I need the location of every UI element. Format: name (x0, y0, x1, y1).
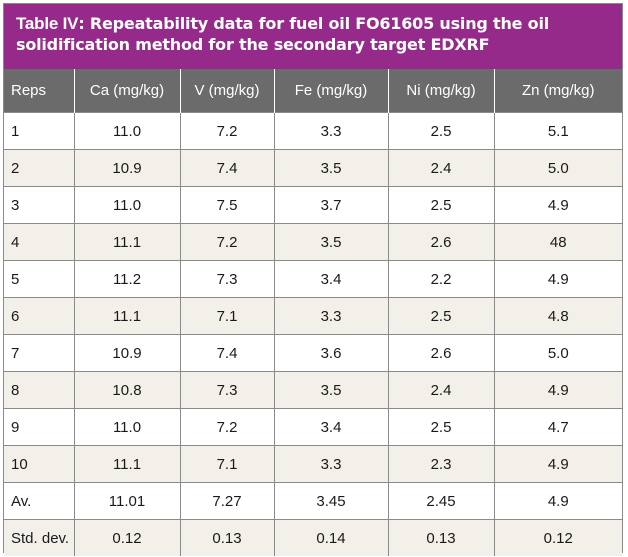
table-row: 3 11.0 7.5 3.7 2.5 4.9 (4, 186, 622, 224)
cell-reps: 7 (4, 334, 75, 372)
cell-zn: 4.9 (494, 186, 622, 224)
cell-ca: 11.0 (74, 408, 181, 446)
table-row: Std. dev. 0.12 0.13 0.14 0.13 0.12 (4, 519, 622, 556)
table-row: 5 11.2 7.3 3.4 2.2 4.9 (4, 260, 622, 298)
column-header-ca: Ca (mg/kg) (74, 69, 181, 113)
cell-reps: 1 (4, 112, 75, 150)
cell-ni: 2.6 (388, 223, 495, 261)
cell-reps: 6 (4, 297, 75, 335)
table-row: 9 11.0 7.2 3.4 2.5 4.7 (4, 408, 622, 446)
cell-reps: 4 (4, 223, 75, 261)
cell-fe: 3.45 (274, 482, 389, 520)
cell-ni: 2.5 (388, 408, 495, 446)
table-row: 10 11.1 7.1 3.3 2.3 4.9 (4, 445, 622, 483)
cell-ni: 2.5 (388, 297, 495, 335)
cell-reps: Std. dev. (4, 519, 75, 556)
cell-zn: 4.9 (494, 482, 622, 520)
table-title: Table IV: Repeatability data for fuel oi… (4, 4, 622, 69)
cell-fe: 3.6 (274, 334, 389, 372)
table-caption: : Repeatability data for fuel oil FO6160… (16, 14, 550, 54)
cell-fe: 3.7 (274, 186, 389, 224)
column-header-reps: Reps (4, 69, 75, 113)
cell-fe: 3.4 (274, 260, 389, 298)
table-row: 8 10.8 7.3 3.5 2.4 4.9 (4, 371, 622, 409)
cell-reps: Av. (4, 482, 75, 520)
table-figure: Table IV: Repeatability data for fuel oi… (3, 3, 623, 556)
cell-ni: 2.4 (388, 371, 495, 409)
cell-ca: 10.9 (74, 334, 181, 372)
cell-v: 0.13 (180, 519, 275, 556)
cell-ca: 11.1 (74, 297, 181, 335)
cell-ca: 11.2 (74, 260, 181, 298)
repeatability-table: Reps Ca (mg/kg) V (mg/kg) Fe (mg/kg) Ni … (4, 69, 622, 556)
table-row: 6 11.1 7.1 3.3 2.5 4.8 (4, 297, 622, 335)
cell-ca: 11.1 (74, 445, 181, 483)
cell-ca: 0.12 (74, 519, 181, 556)
cell-ca: 11.0 (74, 186, 181, 224)
table-row: 4 11.1 7.2 3.5 2.6 48 (4, 223, 622, 261)
table-row: 7 10.9 7.4 3.6 2.6 5.0 (4, 334, 622, 372)
cell-zn: 48 (494, 223, 622, 261)
cell-zn: 4.8 (494, 297, 622, 335)
table-row: 2 10.9 7.4 3.5 2.4 5.0 (4, 149, 622, 187)
cell-reps: 3 (4, 186, 75, 224)
cell-zn: 4.9 (494, 260, 622, 298)
header-row: Reps Ca (mg/kg) V (mg/kg) Fe (mg/kg) Ni … (4, 69, 622, 113)
cell-ni: 2.2 (388, 260, 495, 298)
table-row: 1 11.0 7.2 3.3 2.5 5.1 (4, 112, 622, 150)
cell-zn: 5.1 (494, 112, 622, 150)
cell-fe: 3.4 (274, 408, 389, 446)
table-row: Av. 11.01 7.27 3.45 2.45 4.9 (4, 482, 622, 520)
cell-v: 7.1 (180, 445, 275, 483)
cell-reps: 2 (4, 149, 75, 187)
cell-reps: 5 (4, 260, 75, 298)
cell-ni: 2.3 (388, 445, 495, 483)
cell-ni: 2.5 (388, 112, 495, 150)
cell-zn: 4.9 (494, 445, 622, 483)
cell-ca: 11.1 (74, 223, 181, 261)
cell-v: 7.4 (180, 334, 275, 372)
cell-fe: 3.3 (274, 445, 389, 483)
column-header-fe: Fe (mg/kg) (274, 69, 389, 113)
cell-fe: 3.3 (274, 297, 389, 335)
cell-ni: 2.6 (388, 334, 495, 372)
cell-zn: 5.0 (494, 149, 622, 187)
cell-v: 7.3 (180, 260, 275, 298)
table-label: Table IV (16, 14, 79, 33)
cell-fe: 3.3 (274, 112, 389, 150)
cell-reps: 8 (4, 371, 75, 409)
cell-reps: 9 (4, 408, 75, 446)
cell-zn: 4.9 (494, 371, 622, 409)
cell-zn: 4.7 (494, 408, 622, 446)
cell-v: 7.2 (180, 112, 275, 150)
cell-fe: 3.5 (274, 223, 389, 261)
cell-v: 7.1 (180, 297, 275, 335)
cell-v: 7.5 (180, 186, 275, 224)
cell-v: 7.3 (180, 371, 275, 409)
cell-ca: 10.8 (74, 371, 181, 409)
cell-v: 7.4 (180, 149, 275, 187)
cell-fe: 3.5 (274, 371, 389, 409)
table-body: 1 11.0 7.2 3.3 2.5 5.1 2 10.9 7.4 3.5 2.4 5.0 3 11.0 7… (4, 112, 622, 556)
cell-ca: 11.01 (74, 482, 181, 520)
cell-fe: 3.5 (274, 149, 389, 187)
cell-zn: 5.0 (494, 334, 622, 372)
cell-v: 7.27 (180, 482, 275, 520)
cell-fe: 0.14 (274, 519, 389, 556)
cell-v: 7.2 (180, 408, 275, 446)
cell-ni: 2.4 (388, 149, 495, 187)
column-header-ni: Ni (mg/kg) (388, 69, 495, 113)
cell-ni: 2.5 (388, 186, 495, 224)
column-header-v: V (mg/kg) (180, 69, 275, 113)
cell-zn: 0.12 (494, 519, 622, 556)
cell-reps: 10 (4, 445, 75, 483)
column-header-zn: Zn (mg/kg) (494, 69, 622, 113)
cell-v: 7.2 (180, 223, 275, 261)
cell-ca: 10.9 (74, 149, 181, 187)
cell-ca: 11.0 (74, 112, 181, 150)
cell-ni: 2.45 (388, 482, 495, 520)
cell-ni: 0.13 (388, 519, 495, 556)
